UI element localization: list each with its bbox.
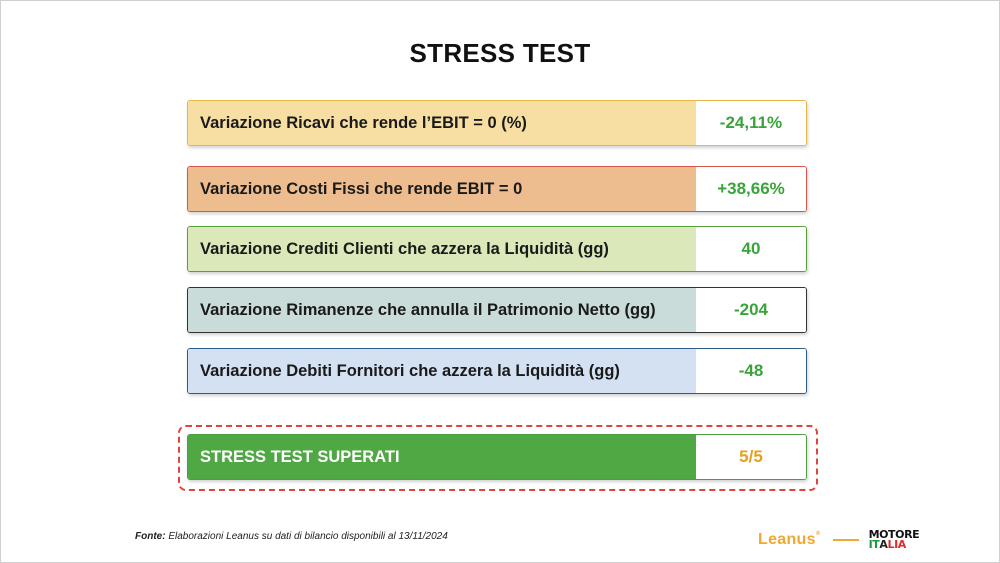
summary-highlight-box bbox=[178, 425, 818, 491]
row-label: Variazione Rimanenze che annulla il Patr… bbox=[188, 288, 696, 332]
leanus-registered-mark: ® bbox=[815, 531, 821, 537]
row-label: Variazione Debiti Fornitori che azzera l… bbox=[188, 349, 696, 393]
stress-row: Variazione Debiti Fornitori che azzera l… bbox=[187, 348, 807, 394]
motore-logo-bottom: IT A LIA bbox=[868, 538, 920, 551]
source-note: Fonte: Elaborazioni Leanus su dati di bi… bbox=[135, 531, 448, 542]
source-prefix: Fonte: bbox=[135, 531, 166, 542]
summary-value: 5/5 bbox=[696, 435, 806, 479]
italia-white-part: A bbox=[879, 538, 888, 551]
motore-logo-top: MOTORE bbox=[868, 528, 920, 541]
row-value: -24,11% bbox=[696, 101, 806, 145]
motore-italia-logo: MOTORE IT A LIA bbox=[868, 528, 920, 551]
logo-separator bbox=[832, 539, 859, 541]
logos: Leanus® MOTORE IT A LIA bbox=[758, 528, 920, 552]
row-value: +38,66% bbox=[696, 167, 806, 211]
italia-red-part: LIA bbox=[887, 538, 906, 551]
row-value: -48 bbox=[696, 349, 806, 393]
source-text: Elaborazioni Leanus su dati di bilancio … bbox=[165, 531, 448, 542]
italia-green-part: IT bbox=[868, 538, 880, 551]
row-label: Variazione Ricavi che rende l’EBIT = 0 (… bbox=[188, 101, 696, 145]
page-title: STRESS TEST bbox=[409, 38, 591, 68]
leanus-logo-text: Leanus bbox=[758, 531, 816, 548]
row-label: Variazione Crediti Clienti che azzera la… bbox=[188, 227, 696, 271]
summary-row: STRESS TEST SUPERATI 5/5 bbox=[187, 434, 807, 480]
row-value: -204 bbox=[696, 288, 806, 332]
leanus-logo: Leanus® bbox=[758, 531, 821, 549]
summary-label: STRESS TEST SUPERATI bbox=[188, 435, 696, 479]
stress-row: Variazione Ricavi che rende l’EBIT = 0 (… bbox=[187, 100, 807, 146]
stress-row: Variazione Rimanenze che annulla il Patr… bbox=[187, 287, 807, 333]
stress-row: Variazione Crediti Clienti che azzera la… bbox=[187, 226, 807, 272]
stress-row: Variazione Costi Fissi che rende EBIT = … bbox=[187, 166, 807, 212]
row-label: Variazione Costi Fissi che rende EBIT = … bbox=[188, 167, 696, 211]
row-value: 40 bbox=[696, 227, 806, 271]
